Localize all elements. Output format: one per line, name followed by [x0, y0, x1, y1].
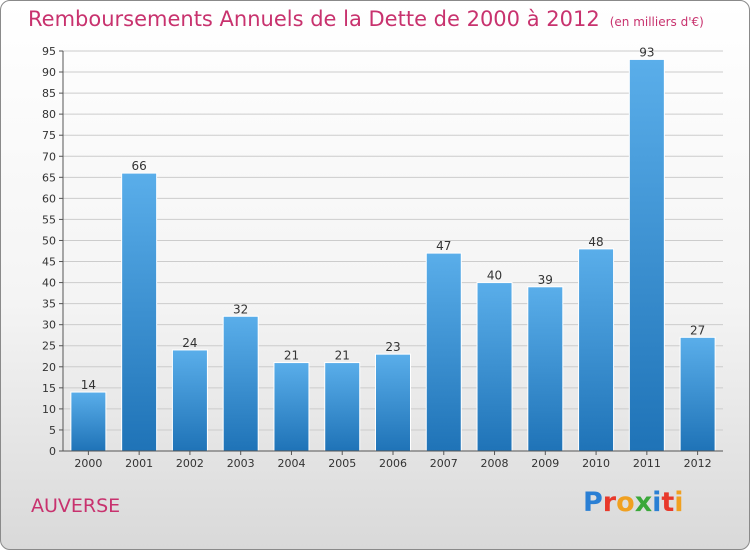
- data-label: 24: [182, 336, 197, 350]
- y-tick-label: 25: [42, 340, 56, 353]
- bar-2006: [375, 353, 411, 452]
- data-label: 21: [284, 349, 299, 363]
- x-axis: 2000 2001 2002 2003 2004 2005 2006 2007 2008 2009…: [63, 450, 723, 470]
- data-label: 14: [81, 378, 96, 392]
- chart-title-text: Remboursements Annuels de la Dette de 20…: [28, 7, 600, 31]
- y-tick-label: 0: [49, 445, 56, 458]
- bar-2002: [171, 349, 208, 452]
- x-tick-label: 2003: [227, 457, 255, 470]
- chart-title: Remboursements Annuels de la Dette de 20…: [28, 7, 704, 31]
- y-tick-label: 95: [42, 45, 56, 58]
- y-tick-label: 70: [42, 150, 56, 163]
- logo-letter: r: [602, 487, 617, 518]
- x-tick-label: 2008: [481, 457, 509, 470]
- x-tick-label: 2010: [582, 457, 610, 470]
- logo-letter: i: [652, 487, 662, 518]
- y-tick-label: 15: [42, 382, 56, 395]
- logo-letter: o: [616, 487, 635, 518]
- y-tick-label: 35: [42, 298, 56, 311]
- data-label: 27: [690, 323, 705, 337]
- x-tick-label: 2001: [125, 457, 153, 470]
- data-label: 93: [639, 45, 654, 59]
- data-label: 47: [436, 239, 451, 253]
- y-tick-label: 45: [42, 256, 56, 269]
- chart-unit: (en milliers d'€): [609, 15, 704, 29]
- data-label: 39: [538, 273, 553, 287]
- bar-2004: [273, 362, 310, 452]
- x-tick-label: 2005: [328, 457, 356, 470]
- x-tick-label: 2011: [633, 457, 661, 470]
- y-tick-label: 85: [42, 87, 56, 100]
- x-tick-label: 2004: [277, 457, 305, 470]
- y-tick-label: 75: [42, 129, 56, 142]
- y-tick-label: 80: [42, 108, 56, 121]
- data-label: 66: [132, 159, 147, 173]
- y-tick-label: 5: [49, 424, 56, 437]
- bar-2010: [578, 248, 615, 452]
- y-tick-label: 30: [42, 319, 56, 332]
- x-tick-label: 2006: [379, 457, 407, 470]
- bar-2005: [324, 362, 361, 452]
- bar-2012: [679, 336, 716, 452]
- bars: 14 66 24 32 21 21 23 47 40 39 48 93 27: [70, 45, 716, 452]
- bar-2007: [425, 252, 462, 452]
- bar-2000: [70, 391, 107, 452]
- y-tick-label: 90: [42, 66, 56, 79]
- y-tick-label: 20: [42, 361, 56, 374]
- bar-2003: [222, 315, 259, 452]
- data-label: 21: [335, 349, 350, 363]
- data-label: 23: [385, 340, 400, 354]
- y-axis: 0 5 10 15 20 25 30 35 40 45 50 55 60 65 70 75 80 85 90 95: [42, 45, 64, 458]
- logo-letter: P: [583, 487, 603, 518]
- y-tick-label: 55: [42, 213, 56, 226]
- commune-name: AUVERSE: [31, 495, 121, 517]
- data-label: 40: [487, 269, 502, 283]
- y-tick-label: 50: [42, 234, 56, 247]
- y-tick-label: 60: [42, 192, 56, 205]
- logo-letter: i: [674, 487, 684, 518]
- bar-2008: [476, 282, 513, 452]
- logo-letter: x: [634, 487, 653, 518]
- x-tick-label: 2000: [74, 457, 102, 470]
- data-label: 32: [233, 302, 248, 316]
- x-tick-label: 2007: [430, 457, 458, 470]
- x-tick-label: 2009: [531, 457, 559, 470]
- bar-2011: [628, 58, 665, 452]
- y-tick-label: 40: [42, 277, 56, 290]
- bar-2001: [121, 172, 158, 452]
- x-tick-label: 2002: [176, 457, 204, 470]
- y-tick-label: 65: [42, 171, 56, 184]
- x-tick-label: 2012: [684, 457, 712, 470]
- y-tick-label: 10: [42, 403, 56, 416]
- data-label: 48: [588, 235, 603, 249]
- logo-letter: t: [661, 487, 675, 518]
- bar-2009: [527, 286, 564, 452]
- proxiti-logo: Proxiti: [583, 487, 684, 518]
